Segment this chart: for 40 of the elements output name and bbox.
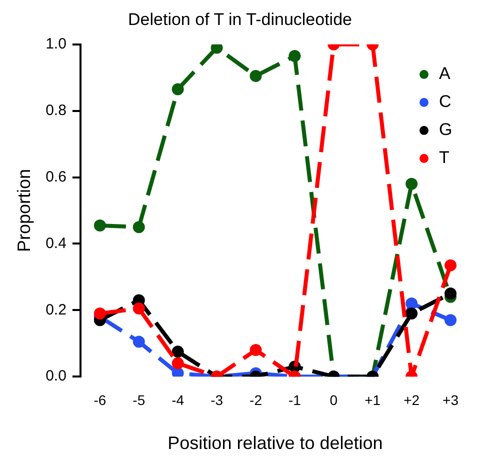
- point: [250, 70, 262, 82]
- x-tick-label: -2: [250, 392, 262, 408]
- legend-label: C: [439, 92, 452, 112]
- point: [172, 346, 184, 358]
- point: [288, 50, 301, 62]
- x-tick-label: +3: [442, 392, 459, 408]
- x-tick-label: -5: [132, 392, 146, 408]
- point: [250, 344, 262, 356]
- legend-label: T: [439, 148, 450, 168]
- y-tick-label: 0.4: [46, 234, 66, 252]
- point: [444, 259, 457, 272]
- point: [132, 302, 145, 314]
- x-axis-title: Position relative to deletion: [168, 433, 383, 454]
- point: [94, 307, 106, 320]
- point: [94, 219, 106, 232]
- x-tick-label: +2: [404, 392, 420, 408]
- x-tick-label: +1: [364, 392, 381, 408]
- x-tick-label: -4: [172, 392, 184, 408]
- y-tick-label: 0.0: [46, 368, 66, 385]
- point: [132, 336, 145, 348]
- legend-label: A: [439, 64, 451, 84]
- x-tick-label: -1: [288, 392, 302, 408]
- point: [406, 298, 418, 310]
- x-tick-label: -6: [94, 392, 106, 408]
- chart-title: Deletion of T in T-dinucleotide: [128, 10, 352, 29]
- x-tick-label: 0: [330, 392, 338, 408]
- point: [444, 314, 457, 326]
- point: [406, 307, 418, 320]
- y-tick-label: 1.0: [46, 36, 66, 53]
- point: [444, 288, 457, 300]
- y-tick-label: 0.6: [46, 168, 66, 186]
- x-tick-label: -3: [210, 392, 224, 408]
- y-tick-label: 0.2: [46, 301, 66, 318]
- y-tick-label: 0.8: [46, 102, 66, 119]
- point: [132, 221, 145, 234]
- point: [172, 83, 184, 96]
- y-axis-title: Proportion: [14, 168, 34, 252]
- point: [406, 178, 418, 190]
- point: [172, 357, 184, 370]
- legend-label: G: [439, 120, 452, 140]
